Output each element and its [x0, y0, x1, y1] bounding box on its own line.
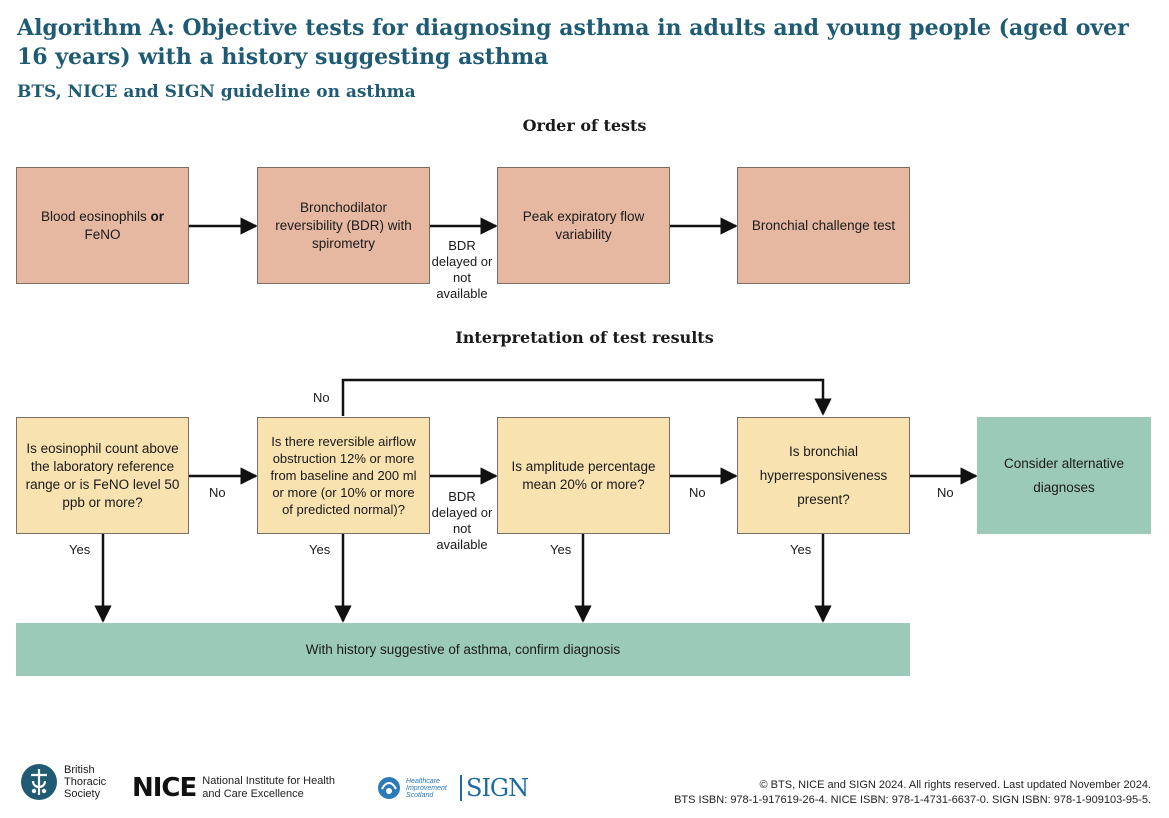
label-no-q4: No — [937, 485, 954, 500]
outcome-alternative-diagnoses: Consider alternative diagnoses — [977, 417, 1151, 534]
question-reversibility: Is there reversible airflow obstruction … — [257, 417, 430, 534]
label-yes-q3: Yes — [550, 542, 572, 557]
order-bdr-label: BDR delayed or not available — [431, 238, 493, 301]
page-title: Algorithm A: Objective tests for diagnos… — [17, 15, 1129, 70]
isbn-text: BTS ISBN: 978-1-917619-26-4. NICE ISBN: … — [674, 794, 1151, 806]
his-text: Healthcare Improvement Scotland — [406, 777, 447, 799]
order-box-feno: FeNO — [84, 226, 121, 242]
order-box-pef: Peak expiratory flow variability — [497, 167, 670, 284]
page-subtitle: BTS, NICE and SIGN guideline on asthma — [17, 82, 416, 102]
label-bdr-delayed: BDR delayed or not available — [431, 489, 493, 552]
sign-divider — [460, 775, 462, 801]
question-amplitude: Is amplitude percentage mean 20% or more… — [497, 417, 670, 534]
order-heading: Order of tests — [522, 116, 647, 135]
question-hyperresponsiveness: Is bronchial hyperresponsiveness present… — [737, 417, 910, 534]
order-box-challenge: Bronchial challenge test — [737, 167, 910, 284]
order-box-eosinophils: Blood eosinophils or FeNO — [16, 167, 189, 284]
nice-logo: NICE National Institute for Health and C… — [132, 773, 352, 803]
arrow-q2-bypass-q4 — [341, 378, 832, 416]
label-no-bypass: No — [313, 390, 330, 405]
bts-logo-text: British Thoracic Society — [64, 764, 107, 800]
outcome-confirm-diagnosis: With history suggestive of asthma, confi… — [16, 623, 910, 676]
order-box-or: or — [150, 208, 165, 224]
bts-logo: British Thoracic Society — [20, 763, 122, 801]
label-no-q1: No — [209, 485, 226, 500]
footer-legal: © BTS, NICE and SIGN 2024. All rights re… — [674, 778, 1151, 808]
nice-wordmark: NICE — [132, 773, 197, 803]
sign-logo: Healthcare Improvement Scotland SIGN — [376, 774, 529, 802]
sign-wordmark: SIGN — [466, 774, 529, 802]
order-box-bdr: Bronchodilator reversibility (BDR) with … — [257, 167, 430, 284]
interpretation-heading: Interpretation of test results — [455, 328, 714, 347]
bts-emblem-icon — [21, 764, 57, 800]
order-box-eosinophils-text: Blood eosinophils — [40, 208, 151, 224]
his-emblem-icon — [378, 777, 400, 799]
nice-full-name: National Institute for Health and Care E… — [202, 775, 335, 800]
question-eosinophil: Is eosinophil count above the laboratory… — [16, 417, 189, 534]
label-yes-q2: Yes — [309, 542, 331, 557]
label-no-q3: No — [689, 485, 706, 500]
label-yes-q1: Yes — [69, 542, 91, 557]
label-yes-q4: Yes — [790, 542, 812, 557]
copyright-text: © BTS, NICE and SIGN 2024. All rights re… — [759, 779, 1151, 791]
